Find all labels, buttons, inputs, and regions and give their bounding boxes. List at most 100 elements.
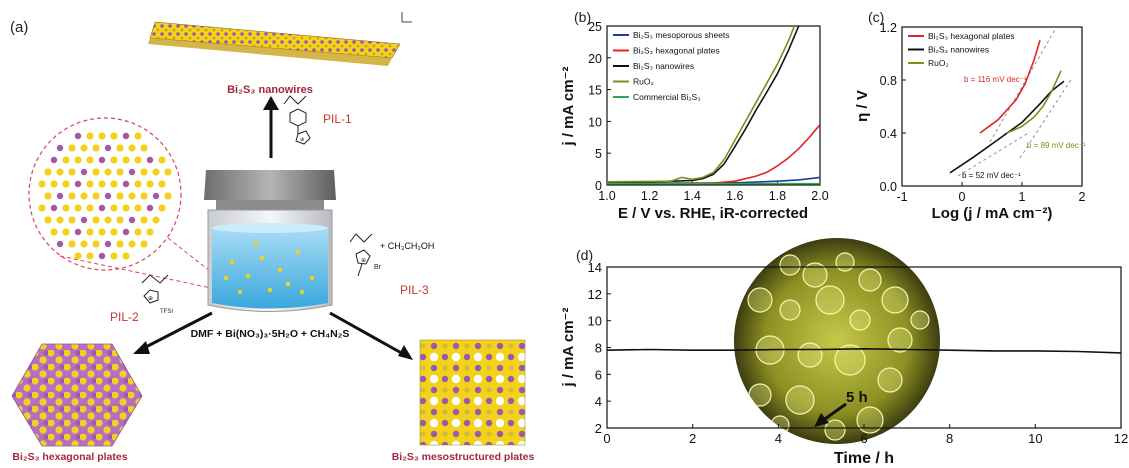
x-tick-label: 1.4 — [684, 189, 701, 203]
y-tick-label: 0 — [595, 179, 602, 193]
lattice-atom — [56, 240, 64, 248]
bubble — [779, 254, 801, 276]
lattice-atom — [74, 180, 82, 188]
x-tick-label: 0 — [603, 431, 610, 446]
lattice-atom — [56, 168, 64, 176]
x-tick-label: 8 — [946, 431, 953, 446]
particle — [295, 249, 301, 255]
lattice-atom — [110, 156, 118, 164]
lattice-atom — [122, 132, 130, 140]
panel-a-label: (a) — [10, 19, 28, 36]
bubble — [785, 385, 815, 415]
lattice-atom — [134, 204, 142, 212]
series-line-2 — [607, 26, 800, 184]
lattice-atom — [74, 132, 82, 140]
lattice-atom — [164, 192, 172, 200]
y-tick-label: 14 — [588, 260, 602, 275]
lattice-atom — [110, 180, 118, 188]
tafel-slope-hexagonal: b = 116 mV dec⁻¹ — [964, 75, 1027, 84]
y-tick-label: 5 — [595, 147, 602, 161]
arrow-to-mesostructured-plates — [329, 311, 413, 360]
arrow-to-hexagonal-plates — [133, 311, 213, 354]
lattice-atom — [44, 168, 52, 176]
bubble — [797, 342, 823, 368]
lattice-atom — [104, 168, 112, 176]
x-axis-label-b: E / V vs. RHE, iR-corrected — [618, 205, 808, 222]
bubble — [815, 285, 845, 315]
lattice-atom — [122, 204, 130, 212]
particle — [259, 255, 265, 261]
lattice-atom — [62, 180, 70, 188]
series-line-1 — [949, 80, 1065, 174]
lattice-atom — [86, 132, 94, 140]
lattice-atom — [128, 168, 136, 176]
lattice-atom — [62, 156, 70, 164]
lattice-atom — [68, 216, 76, 224]
lattice-atom — [50, 204, 58, 212]
tafel-slope-ruo2: b = 89 mV dec⁻¹ — [1027, 141, 1086, 150]
lattice-atom — [68, 168, 76, 176]
series-line-0 — [979, 40, 1041, 134]
legend-label-0: Bi₂S₃ hexagonal plates — [928, 31, 1015, 41]
tafel-slope-nanowires: b = 52 mV dec⁻¹ — [962, 171, 1021, 180]
lattice-atom — [104, 216, 112, 224]
mesostructured-plates-caption: Bi₂S₃ mesostructured plates — [392, 451, 535, 463]
mesostructured-plate-illustration — [419, 339, 526, 446]
nanowires-caption: Bi₂S₃ nanowires — [227, 84, 313, 96]
y-tick-label: 1.2 — [880, 21, 897, 35]
lattice-atom — [74, 228, 82, 236]
lattice-atom — [146, 204, 154, 212]
pil1-structure-icon: ⊕ — [283, 95, 311, 145]
pil1-label: PIL-1 — [323, 112, 352, 126]
br-label: Br — [374, 264, 382, 271]
lattice-atom — [68, 192, 76, 200]
y-tick-label: 0.0 — [880, 180, 897, 194]
bubble — [887, 327, 913, 353]
lattice-atom — [50, 156, 58, 164]
lattice-atom — [80, 168, 88, 176]
particle — [267, 287, 273, 293]
particle — [285, 281, 291, 287]
series-line-3 — [607, 26, 796, 183]
particle — [229, 259, 235, 265]
lattice-atom — [98, 204, 106, 212]
lattice-atom — [56, 192, 64, 200]
bubble — [849, 309, 871, 331]
lattice-atom — [128, 216, 136, 224]
reagents-label: DMF + Bi(NO₃)₃·5H₂O + CH₄N₂S — [191, 328, 350, 340]
lattice-atom — [98, 180, 106, 188]
lattice-atom — [110, 132, 118, 140]
lattice-atom — [62, 204, 70, 212]
particle — [309, 275, 315, 281]
particle — [223, 275, 229, 281]
pil2-label: PIL-2 — [110, 310, 139, 324]
lattice-atom — [50, 180, 58, 188]
lattice-atom — [122, 252, 130, 260]
particle — [253, 241, 259, 247]
y-axis-label-c: η / V — [854, 90, 871, 122]
arrow-up-to-nanowires — [263, 96, 279, 158]
hexagonal-plates-caption: Bi₂S₃ hexagonal plates — [12, 451, 127, 463]
series-line-2 — [1006, 70, 1062, 134]
lattice-atom — [44, 216, 52, 224]
plot-frame-b — [606, 25, 821, 186]
x-tick-label: 1.2 — [641, 189, 658, 203]
x-tick-label: 1.8 — [769, 189, 786, 203]
lattice-atom — [158, 204, 166, 212]
particle — [277, 267, 283, 273]
lattice-atom — [38, 180, 46, 188]
y-tick-label: 10 — [588, 115, 602, 129]
particle — [237, 289, 243, 295]
panel-c-label: (c) — [868, 9, 884, 25]
panel-a-schematic: (a) Bi₂S₃ nanowires ⊕ PIL-1 — [10, 12, 534, 463]
fit-line-hexagonal — [989, 27, 1057, 143]
lattice-atom — [98, 132, 106, 140]
x-tick-label: 2.0 — [811, 189, 828, 203]
bubble — [910, 310, 930, 330]
lattice-atom — [104, 192, 112, 200]
lattice-atom — [98, 156, 106, 164]
lattice-atom — [116, 240, 124, 248]
fit-line-ruo2 — [1019, 77, 1073, 159]
y-tick-label: 6 — [595, 367, 602, 382]
particle — [245, 273, 251, 279]
